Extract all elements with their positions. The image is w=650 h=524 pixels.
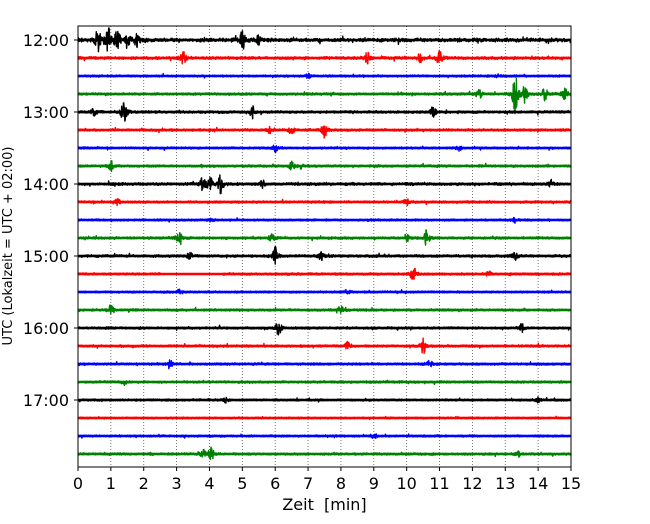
y-axis-ticks: 12:00 13:00 14:00 15:00 16:00 17:00 bbox=[23, 31, 78, 410]
y-tick-label: 13:00 bbox=[23, 103, 69, 122]
x-tick-label: 14 bbox=[528, 474, 548, 493]
y-axis-label: UTC (Lokalzeit = UTC + 02:00) bbox=[1, 147, 16, 346]
plot-frame bbox=[77, 25, 572, 468]
trace-1600 bbox=[77, 323, 572, 336]
x-tick-label: 3 bbox=[172, 474, 182, 493]
x-tick-label: 0 bbox=[73, 474, 83, 493]
y-tick-label: 12:00 bbox=[23, 31, 69, 50]
x-tick-label: 2 bbox=[139, 474, 149, 493]
x-tick-label: 8 bbox=[336, 474, 346, 493]
y-tick-label: 14:00 bbox=[23, 175, 69, 194]
y-tick-label: 17:00 bbox=[23, 391, 69, 410]
trace-1245 bbox=[77, 77, 572, 115]
x-tick-label: 4 bbox=[204, 474, 214, 493]
x-tick-label: 1 bbox=[106, 474, 116, 493]
seismogram-traces bbox=[77, 27, 572, 461]
x-tick-label: 9 bbox=[369, 474, 379, 493]
x-tick-label: 12 bbox=[462, 474, 482, 493]
x-tick-label: 10 bbox=[396, 474, 416, 493]
x-tick-label: 11 bbox=[429, 474, 449, 493]
x-axis-ticks: 0 1 2 3 4 5 6 7 8 9 10 11 12 13 14 15 bbox=[73, 467, 581, 493]
x-tick-label: 15 bbox=[561, 474, 581, 493]
x-tick-label: 7 bbox=[303, 474, 313, 493]
y-tick-label: 15:00 bbox=[23, 247, 69, 266]
x-tick-label: 13 bbox=[495, 474, 515, 493]
trace-1315 bbox=[77, 125, 572, 139]
x-tick-label: 5 bbox=[237, 474, 247, 493]
x-axis-label: Zeit [min] bbox=[282, 495, 366, 514]
x-tick-label: 6 bbox=[270, 474, 280, 493]
y-tick-label: 16:00 bbox=[23, 319, 69, 338]
